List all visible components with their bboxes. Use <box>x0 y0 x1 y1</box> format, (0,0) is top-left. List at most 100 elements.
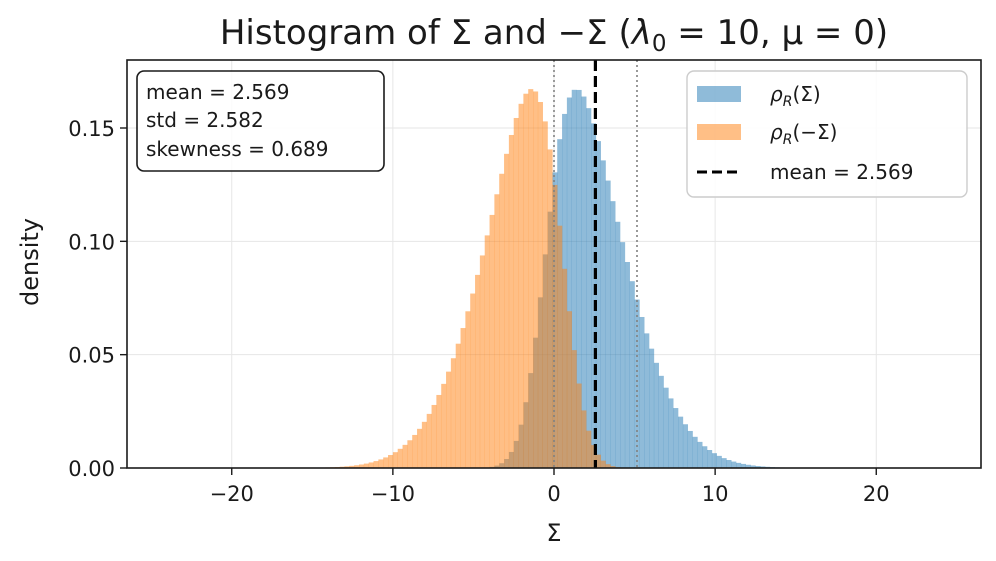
stats-box-frame <box>136 70 385 172</box>
histogram-bar-orange <box>562 268 568 468</box>
histogram-bar-blue <box>581 96 587 468</box>
legend-label-rho-sigma: ρR(Σ) <box>770 82 821 110</box>
histogram-bar-orange <box>446 371 452 468</box>
histogram-bar-blue <box>678 416 684 468</box>
stat-std: std = 2.582 <box>146 108 264 132</box>
legend-swatch-orange <box>697 124 741 140</box>
legend-frame <box>686 70 968 198</box>
histogram-bar-orange <box>407 440 413 468</box>
histogram-bar-blue <box>658 375 664 468</box>
histogram-bar-blue <box>721 458 727 468</box>
histogram-bar-blue <box>615 221 621 468</box>
legend-label-mean: mean = 2.569 <box>770 160 913 184</box>
histogram-bar-blue <box>755 466 761 468</box>
x-axis-label: Σ <box>546 519 561 547</box>
histogram-bar-orange <box>595 454 601 468</box>
histogram-bar-blue <box>731 461 737 468</box>
histogram-bar-blue <box>576 89 582 468</box>
histogram-bar-orange <box>523 93 529 468</box>
histogram-bar-orange <box>542 121 548 468</box>
histogram-bar-orange <box>586 430 592 468</box>
histogram-bar-orange <box>431 404 437 468</box>
histogram-bar-orange <box>537 102 543 468</box>
histogram-bar-orange <box>600 460 606 468</box>
histogram-bar-blue <box>600 160 606 468</box>
histogram-bar-blue <box>668 398 674 468</box>
y-tick-label: 0.10 <box>68 230 115 254</box>
histogram-bar-orange <box>402 444 408 468</box>
histogram-bar-blue <box>653 362 659 468</box>
x-tick-label: 10 <box>702 482 729 506</box>
title-rest: = 10, μ = 0) <box>667 13 889 53</box>
histogram-bar-orange <box>373 461 379 468</box>
y-tick-label: 0.15 <box>68 117 115 141</box>
histogram-bar-orange <box>610 466 616 468</box>
histogram-bar-orange <box>349 465 355 468</box>
histogram-bar-blue <box>736 462 742 468</box>
histogram-bar-blue <box>692 436 698 468</box>
histogram-bar-orange <box>383 457 389 468</box>
y-axis-ticks: 0.00 0.05 0.10 0.15 <box>68 117 127 481</box>
histogram-bar-blue <box>595 141 601 468</box>
histogram-bar-orange <box>378 459 384 468</box>
legend-swatch-blue <box>697 86 741 102</box>
stat-mean: mean = 2.569 <box>146 80 289 104</box>
histogram-bar-orange <box>581 410 587 468</box>
histogram-bar-orange <box>591 445 597 468</box>
histogram-bar-orange <box>494 194 500 468</box>
histogram-bar-blue <box>697 441 703 468</box>
x-axis-ticks: −20 −10 0 10 20 <box>210 468 890 506</box>
histogram-bar-orange <box>465 311 471 468</box>
histogram-bar-blue <box>682 424 688 468</box>
histogram-bar-blue <box>750 465 756 468</box>
histogram-bar-blue <box>726 460 732 468</box>
histogram-bar-orange <box>368 462 374 468</box>
histogram-bar-orange <box>397 448 403 468</box>
histogram-bar-orange <box>417 428 423 468</box>
title-lambda-subscript: 0 <box>652 31 667 57</box>
chart-title: Histogram of Σ and −Σ (λ0 = 10, μ = 0) <box>220 13 888 57</box>
y-tick-label: 0.00 <box>68 457 115 481</box>
histogram-bar-blue <box>707 450 713 468</box>
histogram-bar-orange <box>557 225 563 468</box>
histogram-bar-blue <box>687 430 693 468</box>
histogram-bar-blue <box>745 464 751 468</box>
histogram-bar-orange <box>576 383 582 468</box>
histogram-bar-blue <box>716 455 722 468</box>
histogram-bar-orange <box>470 293 476 468</box>
histogram-bar-orange <box>363 463 369 468</box>
title-lambda: λ <box>630 13 652 53</box>
histogram-bar-orange <box>460 328 466 468</box>
histogram-bar-orange <box>504 153 510 468</box>
histogram-bar-blue <box>571 89 577 468</box>
histogram-bar-blue <box>629 281 635 468</box>
histogram-bar-blue <box>663 387 669 468</box>
histogram-bar-blue <box>566 97 572 468</box>
histogram-bar-orange <box>436 394 442 468</box>
histogram-bar-blue <box>620 242 626 468</box>
histogram-bar-orange <box>359 464 365 468</box>
histogram-bar-orange <box>513 117 519 468</box>
histogram-bar-blue <box>639 316 645 468</box>
y-tick-label: 0.05 <box>68 344 115 368</box>
histogram-bar-orange <box>479 255 485 468</box>
histogram-bar-orange <box>508 134 514 469</box>
histogram-bar-blue <box>634 299 640 468</box>
histogram-bar-blue <box>673 408 679 468</box>
histogram-bar-orange <box>344 466 350 468</box>
histogram-bar-orange <box>547 149 553 468</box>
histogram-bar-blue <box>702 446 708 468</box>
x-tick-label: −10 <box>371 482 415 506</box>
stats-box: mean = 2.569 std = 2.582 skewness = 0.68… <box>136 70 385 172</box>
reference-lines <box>553 60 638 468</box>
histogram-bar-blue <box>711 453 717 468</box>
histogram-bar-orange <box>518 103 524 468</box>
x-tick-label: −20 <box>210 482 254 506</box>
histogram-bar-orange <box>441 383 447 468</box>
series-rho-minus-sigma-bars <box>325 89 621 469</box>
legend: ρR(Σ) ρR(−Σ) mean = 2.569 <box>686 70 968 198</box>
histogram-bar-orange <box>455 343 461 468</box>
histogram-bar-blue <box>605 180 611 468</box>
legend-label-rho-minus-sigma: ρR(−Σ) <box>770 120 837 148</box>
